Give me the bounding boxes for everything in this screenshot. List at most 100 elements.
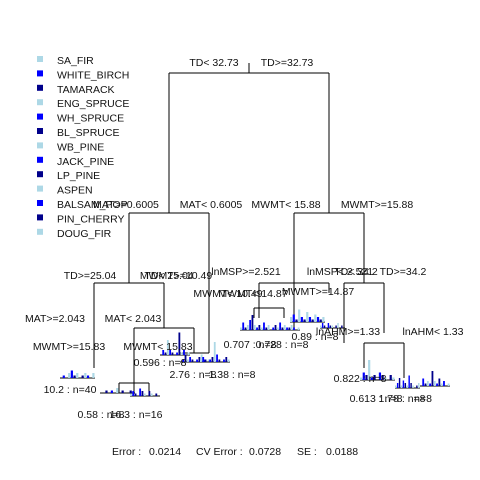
leaf-plot-bar — [319, 319, 322, 322]
leaf-label-leaf-13: n=8 — [414, 393, 432, 405]
leaf-plot-bar — [68, 373, 71, 378]
leaf-plot-bar — [129, 390, 132, 393]
leaf-plot-bar — [283, 325, 286, 330]
leaf-plot-bar — [373, 375, 376, 380]
leaf-plot-bar — [246, 325, 249, 330]
split-ll-right: TD< 25.04 — [144, 270, 193, 282]
split-r-left: MWMT< 15.88 — [251, 199, 320, 211]
leaf-plot-bar — [202, 357, 205, 362]
leaf-plot-bar — [150, 393, 153, 396]
leaf-plot-bar — [320, 325, 322, 328]
leaf-plot-bar — [134, 393, 137, 396]
leaf-plot-bar — [105, 390, 108, 393]
legend-swatch — [37, 128, 43, 134]
leaf-plot-bar — [130, 393, 132, 396]
leaf-plot-bar — [162, 350, 165, 355]
leaf-plot-bar — [433, 381, 436, 386]
leaf-label-leaf-6: 1.38 : n=8 — [209, 369, 256, 381]
legend-swatch — [37, 99, 43, 106]
leaf-label-leaf-3: 16.3 : n=16 — [110, 409, 163, 421]
legend-swatch — [37, 70, 43, 77]
leaf-plot-bar — [92, 373, 95, 378]
leaf-plot-bar — [286, 327, 288, 330]
leaf-plot-bar — [311, 319, 314, 322]
leaf-plot-bar — [378, 372, 382, 380]
leaf-plot-bar — [155, 393, 158, 396]
split-r-right: MWMT>=15.88 — [341, 199, 414, 211]
leaf-plot-bar — [398, 378, 401, 388]
leaf-plot-bar — [182, 359, 185, 362]
leaf-plot-bar — [279, 322, 282, 330]
leaf-plot-bar — [76, 373, 79, 378]
leaf-plot-bar — [447, 383, 450, 386]
legend-swatch — [37, 56, 43, 62]
leaf-plot-bar — [308, 317, 312, 322]
legend-label: WB_PINE — [57, 141, 104, 153]
leaf-label-leaf-8: 0.728 : n=8 — [256, 339, 309, 351]
leaf-plot-bar — [422, 378, 425, 386]
leaf-plot-bar — [249, 320, 252, 330]
split-rr-right: TD>=34.2 — [380, 266, 427, 278]
leaf-plot-bar — [183, 350, 185, 355]
leaf-plot-bar — [329, 325, 332, 328]
leaf-plot-bar — [225, 357, 228, 362]
leaf-plot-bar — [341, 325, 343, 328]
leaf-plot-bar — [204, 359, 207, 362]
leaf-plot-bar — [187, 352, 190, 355]
leaf-plot-bar — [436, 383, 438, 386]
leaf-plot-bar — [290, 325, 293, 330]
leaf-plot-bar — [368, 360, 371, 380]
leaf-plot-bar — [316, 317, 320, 322]
leaf-label-leaf-7: 0.707 : n=8 — [224, 339, 277, 351]
leaf-plot-bar — [322, 317, 325, 322]
split-rrr-left: lnAHM>=1.33 — [316, 326, 380, 338]
legend-swatch — [37, 214, 43, 221]
split-lrr-left: MWMT< 14.87 — [218, 288, 287, 300]
leaf-plot-bar — [258, 325, 261, 330]
leaf-plot-bar — [443, 381, 445, 386]
leaf-plot-bar — [440, 383, 443, 386]
split-lll-left: MAT>=2.043 — [25, 313, 85, 325]
leaf-plot-bar — [200, 354, 203, 362]
split-ll-left: TD>=25.04 — [64, 270, 117, 282]
leaf-label-leaf-9: 0.89 : n=8 — [292, 331, 339, 343]
split-labels: TD< 32.73 TD>=32.73 MAT>=0.6005 MAT< 0.6005… — [25, 57, 464, 353]
leaf-plot-bar — [381, 375, 384, 380]
leaf-plot-bar — [438, 378, 441, 386]
split-l-right: MAT< 0.6005 — [180, 199, 243, 211]
legend-label: ENG_SPRUCE — [57, 98, 129, 110]
leaf-plot-bar — [184, 354, 187, 362]
leaf-plot-bar — [148, 391, 151, 396]
leaf-plot-bar — [416, 385, 418, 388]
legend-swatch — [37, 200, 43, 206]
split-rl-right: lnMSP< 2.521 — [307, 266, 373, 278]
leaf-plot-bar — [171, 352, 174, 355]
leaf-plot-bar — [327, 323, 330, 328]
leaf-plot-bar — [265, 327, 268, 330]
leaf-plot-bar — [86, 375, 90, 378]
leaf-plot-bar — [418, 383, 420, 388]
leaf-plot-bar — [251, 315, 254, 330]
leaf-label-leaf-4: 0.596 : n=8 — [134, 357, 187, 369]
leaf-plot-bar — [198, 357, 201, 362]
leaf-label-leaf-2: 0.58 : n=8 — [78, 409, 125, 421]
legend-label: JACK_PINE — [57, 156, 114, 168]
leaf-plot-bar — [288, 327, 291, 330]
legend-label: LP_PINE — [57, 170, 100, 182]
leaf-plot-bar — [362, 372, 365, 380]
legend-swatch — [37, 228, 43, 235]
tree-edges — [93, 63, 405, 393]
leaf-plot-bar — [164, 352, 167, 355]
se-label: SE : — [297, 446, 317, 458]
legend-label: WH_SPRUCE — [57, 113, 124, 125]
leaf-plot-bar — [62, 375, 65, 378]
leaf-plot-bar — [139, 388, 142, 396]
legend-label: DOUG_FIR — [57, 228, 112, 240]
leaf-plot-bar — [211, 357, 214, 362]
leaf-label-leaf-5: 2.76 : n=8 — [170, 369, 217, 381]
leaf-plot-bar — [244, 327, 247, 330]
cv-error-label: CV Error : — [196, 446, 243, 458]
leaf-plot-bar — [276, 327, 279, 330]
leaf-plot-bar — [404, 383, 407, 388]
se-value: 0.0188 — [326, 446, 358, 458]
